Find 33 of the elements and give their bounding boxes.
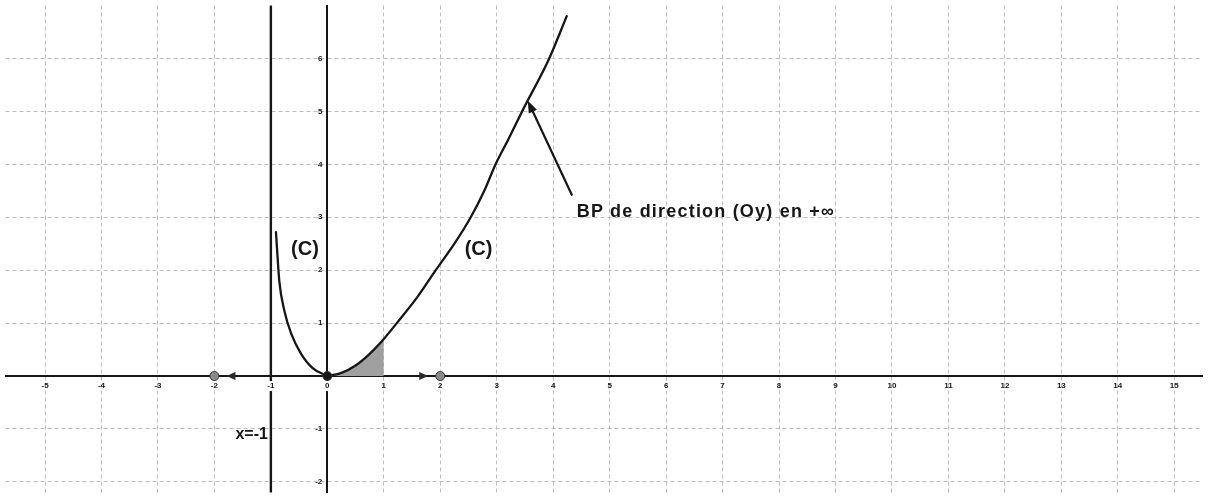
x-tick-label: -3 [154,381,163,391]
x-tick-label: 5 [607,381,613,391]
y-tick-label: 1 [317,318,323,328]
x-tick-label: -5 [41,381,50,391]
x-tick-label: 0 [325,381,331,391]
x-tick-label: 6 [663,381,669,391]
series-label: (C) [464,236,493,259]
series-label: (C) [291,236,319,259]
x-tick-label: -1 [267,381,275,391]
x-tick-label: 1 [381,381,387,391]
y-tick-label: 4 [317,159,323,169]
x-tick-label: 13 [1056,381,1067,391]
x-tick-label: -2 [210,381,219,391]
y-tick-label: 5 [317,106,323,116]
ref-line-label: x=-1 [235,424,268,442]
x-tick-label: -4 [97,381,106,391]
x-tick-label: 4 [550,381,556,391]
x-tick-label: 8 [776,381,782,391]
y-tick-label: 6 [317,53,323,63]
y-tick-label: -1 [315,424,323,434]
x-tick-label: 3 [494,381,500,391]
y-tick-label: 2 [317,265,323,275]
x-tick-label: 7 [720,381,726,391]
x-tick-label: 12 [1000,381,1010,391]
x-tick-label: 14 [1113,381,1123,391]
x-tick-label: 10 [887,381,897,391]
annotation: BP de direction (Oy) en +∞ [576,200,836,221]
x-tick-label: 11 [944,381,954,391]
y-tick-label: -2 [315,477,323,487]
y-tick-label: 3 [317,212,323,222]
x-tick-label: 15 [1169,381,1180,391]
x-tick-label: 2 [438,381,444,391]
x-tick-label: 9 [833,381,839,391]
